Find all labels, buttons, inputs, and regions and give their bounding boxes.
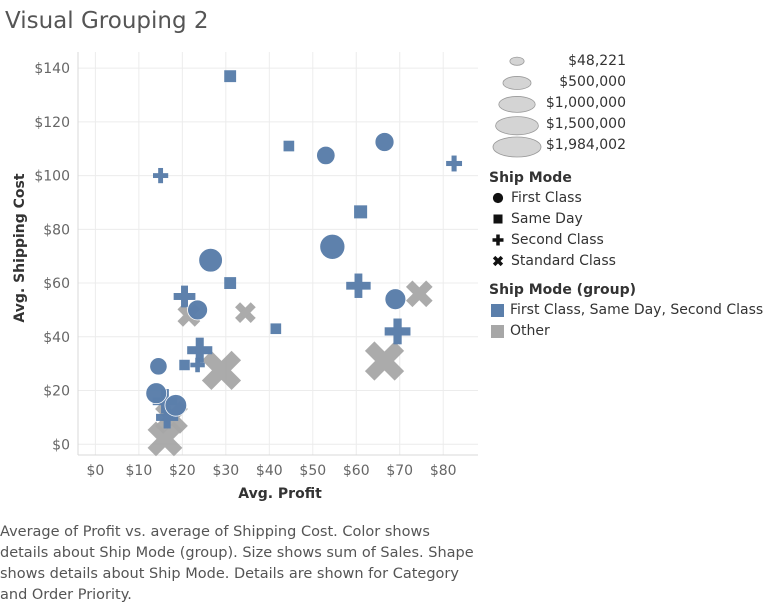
data-point[interactable] [384, 288, 407, 311]
size-legend-mark [492, 136, 542, 158]
color-legend-title: Ship Mode (group) [489, 282, 637, 298]
data-point[interactable] [384, 318, 411, 345]
shape-legend-label: Standard Class [511, 253, 616, 269]
y-tick-label: $60 [43, 276, 70, 292]
data-point[interactable] [201, 350, 242, 390]
legend-panel: $48,221 $500,000 $1,000,000 $1,500,000 $1,98… [489, 50, 763, 342]
data-point[interactable] [198, 247, 223, 273]
legend-shape[interactable] [492, 192, 504, 204]
size-legend-mark [509, 56, 525, 66]
data-point[interactable] [283, 140, 295, 152]
legend-shape[interactable] [492, 234, 504, 246]
chart-title: Visual Grouping 2 [5, 8, 209, 34]
color-swatch [491, 303, 504, 317]
x-tick-label: $40 [256, 463, 283, 479]
x-tick-label: $70 [386, 463, 413, 479]
data-point[interactable] [173, 285, 196, 308]
data-point[interactable] [446, 155, 463, 172]
square-icon [493, 214, 503, 224]
data-point[interactable] [316, 145, 336, 166]
x-tick-label: $0 [86, 463, 104, 479]
shape-legend-label: Second Class [511, 232, 604, 248]
shape-legend-label: First Class [511, 190, 582, 206]
color-swatch [491, 324, 504, 338]
data-point[interactable] [224, 70, 237, 83]
circle-icon [492, 192, 504, 204]
y-tick-label: $40 [43, 330, 70, 346]
shape-legend-title: Ship Mode [489, 170, 572, 186]
shape-legend-item[interactable]: Standard Class [489, 251, 759, 272]
x-tick-label: $20 [169, 463, 196, 479]
x-tick-label: $50 [299, 463, 326, 479]
size-legend-label: $500,000 [559, 74, 626, 90]
y-axis-label: Avg. Shipping Cost [12, 173, 28, 323]
size-legend-mark [495, 116, 539, 136]
data-point[interactable] [179, 359, 190, 371]
data-point[interactable] [354, 205, 368, 219]
x-tick-label: $10 [126, 463, 153, 479]
size-legend-graphic: $48,221 $500,000 $1,000,000 $1,500,000 $1,98… [492, 53, 626, 158]
x-tick-label: $80 [430, 463, 457, 479]
size-legend-label: $1,000,000 [546, 95, 626, 111]
data-point[interactable] [405, 280, 433, 308]
color-legend-label: Other [510, 323, 550, 339]
data-point[interactable] [156, 406, 179, 429]
data-point[interactable] [147, 421, 183, 457]
chart-caption: Average of Profit vs. average of Shippin… [0, 524, 474, 603]
shape-legend: First Class Same Day Second Class Standard … [489, 188, 759, 272]
plus-icon [492, 234, 504, 246]
legend-shape[interactable] [492, 255, 504, 267]
data-point[interactable] [152, 389, 178, 414]
x-tick-label: $60 [343, 463, 370, 479]
size-legend-label: $1,500,000 [546, 116, 626, 132]
size-legend-label: $48,221 [568, 53, 626, 69]
axis-ticks: $0 $20 $40 $60 $80 $100 $120 $140 $0 $10 $20 $30 $40… [34, 52, 478, 479]
shape-legend-label: Same Day [511, 211, 583, 227]
color-legend: First Class, Same Day, Second Class Other [489, 300, 763, 342]
size-legend-mark [498, 96, 536, 113]
data-point[interactable] [149, 357, 168, 376]
legend-shape[interactable] [493, 214, 503, 224]
color-legend-item[interactable]: First Class, Same Day, Second Class [489, 300, 763, 321]
data-point[interactable] [374, 132, 395, 152]
data-point[interactable] [153, 167, 169, 184]
data-point[interactable] [187, 299, 208, 321]
size-legend: $48,221 $500,000 $1,000,000 $1,500,000 $1,98… [489, 50, 759, 162]
data-point[interactable] [190, 357, 205, 373]
y-tick-label: $20 [43, 384, 70, 400]
data-point[interactable] [364, 341, 405, 381]
y-tick-label: $0 [52, 437, 70, 453]
y-tick-label: $80 [43, 222, 70, 238]
shape-legend-item[interactable]: Second Class [489, 230, 759, 251]
color-legend-label: First Class, Same Day, Second Class [510, 302, 764, 318]
x-tick-label: $30 [212, 463, 239, 479]
data-marks[interactable] [145, 70, 463, 457]
data-point[interactable] [145, 382, 168, 405]
data-point[interactable] [187, 337, 213, 363]
data-point[interactable] [319, 233, 346, 260]
y-tick-label: $120 [34, 115, 70, 131]
y-tick-label: $140 [34, 61, 70, 77]
cross-icon [492, 255, 504, 267]
data-point[interactable] [346, 273, 371, 298]
x-axis-label: Avg. Profit [238, 486, 322, 502]
data-point[interactable] [224, 277, 237, 289]
shape-legend-item[interactable]: Same Day [489, 209, 759, 230]
size-legend-label: $1,984,002 [546, 137, 626, 153]
y-tick-label: $100 [34, 169, 70, 185]
size-legend-mark [502, 76, 532, 90]
data-point[interactable] [164, 394, 188, 417]
shape-legend-item[interactable]: First Class [489, 188, 759, 209]
data-point[interactable] [270, 323, 282, 335]
color-legend-item[interactable]: Other [489, 321, 759, 342]
grid [78, 52, 478, 455]
data-point[interactable] [235, 302, 256, 323]
